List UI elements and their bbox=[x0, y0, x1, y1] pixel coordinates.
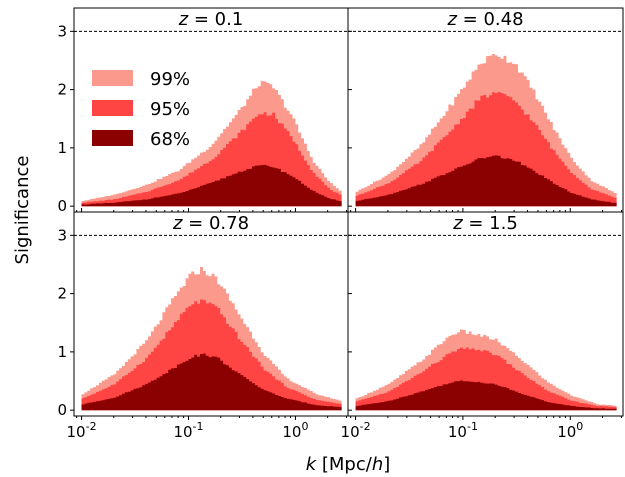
x-tick-label: 10-2 bbox=[341, 420, 371, 441]
x-tick-label: 10-1 bbox=[173, 420, 203, 441]
band-95pct bbox=[81, 299, 342, 411]
legend: 99% 95% 68% bbox=[92, 69, 190, 150]
legend-swatch-99pct bbox=[92, 70, 133, 86]
panel-bottom-right: 10-2 10-1 100 z = 1.5 bbox=[341, 211, 624, 441]
legend-label: 68% bbox=[150, 129, 190, 150]
x-tick-label: 10-1 bbox=[448, 420, 478, 441]
band-68pct bbox=[355, 380, 617, 411]
legend-swatch-95pct bbox=[92, 100, 133, 116]
panel-frame bbox=[347, 211, 624, 417]
y-tick-label: 0 bbox=[57, 197, 67, 215]
y-tick-label: 3 bbox=[57, 226, 67, 244]
legend-label: 99% bbox=[150, 69, 190, 90]
panel-title: z = 0.48 bbox=[446, 9, 523, 30]
y-tick-label: 2 bbox=[57, 81, 67, 99]
x-tick-label: 100 bbox=[557, 420, 583, 441]
legend-swatch-68pct bbox=[92, 130, 133, 146]
y-tick-label: 1 bbox=[57, 139, 67, 157]
panel-top-left: 0 1 2 3 z = 0.1 bbox=[57, 7, 349, 215]
band-68pct bbox=[355, 155, 617, 207]
y-tick-label: 2 bbox=[57, 285, 67, 303]
panel-title: z = 1.5 bbox=[452, 213, 518, 234]
y-axis-label: Significance bbox=[12, 156, 33, 265]
legend-label: 95% bbox=[150, 99, 190, 120]
y-tick-label: 3 bbox=[57, 22, 67, 40]
panel-top-right: z = 0.48 bbox=[347, 7, 624, 213]
panel-title: z = 0.1 bbox=[178, 9, 244, 30]
x-tick-label: 100 bbox=[282, 420, 308, 441]
x-tick-label: 10-2 bbox=[67, 420, 97, 441]
y-tick-label: 0 bbox=[57, 401, 67, 419]
band-68pct bbox=[81, 353, 342, 411]
y-tick-label: 1 bbox=[57, 343, 67, 361]
x-axis-label: k [Mpc/h] bbox=[306, 454, 391, 475]
panel-title: z = 0.78 bbox=[172, 213, 249, 234]
band-95pct bbox=[355, 91, 617, 207]
panel-bottom-left: 0 1 2 3 10-2 10-1 100 z = 0.78 bbox=[57, 211, 349, 441]
band-68pct bbox=[81, 164, 342, 207]
panels-layer: 0 1 2 3 z = 0.1 z = 0.48 0 1 2 3 10-2 10-1 100 z = 0.… bbox=[57, 7, 624, 441]
